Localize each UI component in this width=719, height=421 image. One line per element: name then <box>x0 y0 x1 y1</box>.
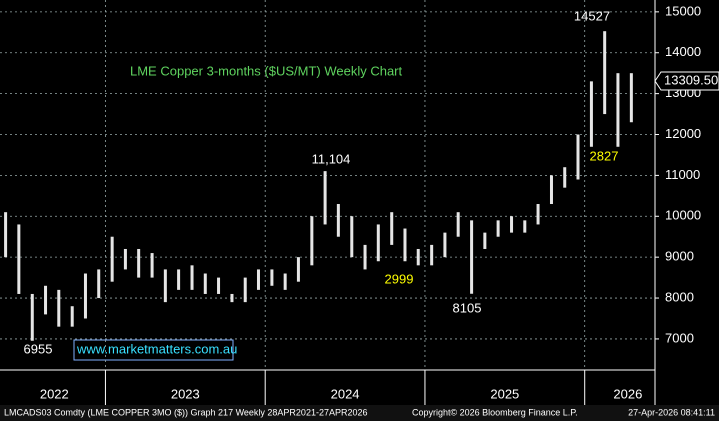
price-bar <box>390 212 394 245</box>
footer-copyright: Copyright© 2026 Bloomberg Finance L.P. <box>412 407 578 417</box>
price-bar <box>97 269 101 299</box>
last-price-marker <box>654 71 719 91</box>
x-tick-label: 2026 <box>613 386 642 401</box>
y-tick-label: 9000 <box>665 249 694 264</box>
y-tick-label: 10000 <box>665 208 701 223</box>
price-bar <box>536 204 540 225</box>
price-bar <box>243 277 247 303</box>
x-tick-label: 2022 <box>40 386 69 401</box>
price-bar <box>137 248 141 278</box>
price-bar <box>177 269 181 290</box>
price-bar <box>416 248 420 266</box>
price-bar <box>443 232 447 258</box>
y-tick-label: 12000 <box>665 126 701 141</box>
annotation: 14527 <box>574 8 610 23</box>
price-bar <box>589 81 593 147</box>
y-tick-label: 8000 <box>665 289 694 304</box>
price-bar <box>57 289 61 327</box>
footer-security: LMCADS03 Comdty (LME COPPER 3MO ($)) Gra… <box>4 407 368 417</box>
price-bar <box>456 212 460 237</box>
price-bar <box>30 293 34 341</box>
y-tick-label: 14000 <box>665 44 701 59</box>
x-tick-label: 2023 <box>171 386 200 401</box>
price-bar <box>323 171 327 225</box>
annotation: 8105 <box>453 300 482 315</box>
price-bar <box>310 216 314 266</box>
price-bar <box>230 293 234 303</box>
price-bar <box>430 244 434 266</box>
price-bar <box>603 31 607 115</box>
x-tick-label: 2024 <box>331 386 360 401</box>
price-bar <box>350 216 354 258</box>
price-bar <box>470 220 474 294</box>
annotation: 11,104 <box>312 151 351 166</box>
price-bar <box>483 232 487 249</box>
chart-title: LME Copper 3-months ($US/MT) Weekly Char… <box>130 63 403 78</box>
price-bar <box>123 248 127 270</box>
x-tick-label: 2025 <box>490 386 519 401</box>
price-bar <box>190 265 194 290</box>
website-box <box>73 339 234 361</box>
price-bar <box>163 269 167 303</box>
price-bar <box>256 269 260 290</box>
price-bar <box>203 273 207 294</box>
price-bar <box>217 277 221 294</box>
price-bar <box>110 236 114 282</box>
annotation: 6955 <box>24 341 53 356</box>
price-bar <box>296 257 300 282</box>
price-bar <box>629 73 633 123</box>
price-bar <box>4 212 8 258</box>
price-bar <box>403 228 407 262</box>
annotation: 2999 <box>385 271 414 286</box>
y-tick-label: 15000 <box>665 3 701 18</box>
price-bar <box>549 175 553 205</box>
price-bar <box>150 253 154 278</box>
price-bar <box>616 73 620 147</box>
price-bar <box>363 244 367 270</box>
price-bar <box>270 269 274 286</box>
last-price-label: 13309.50 <box>664 72 718 87</box>
price-bar <box>70 306 74 327</box>
y-tick-label: 7000 <box>665 330 694 345</box>
price-bar <box>563 167 567 188</box>
footer-band <box>0 405 719 421</box>
price-bar <box>576 134 580 180</box>
price-bar <box>336 204 340 237</box>
price-bar <box>496 220 500 237</box>
price-bar <box>283 273 287 290</box>
website: www.marketmatters.com.au <box>76 341 237 356</box>
y-tick-label: 11000 <box>665 167 700 182</box>
footer-timestamp: 27-Apr-2026 08:41:11 <box>628 407 715 417</box>
price-bar <box>523 220 527 233</box>
price-bar <box>17 224 21 294</box>
price-bar <box>510 216 514 233</box>
annotation: 2827 <box>590 148 619 163</box>
price-bar <box>83 273 87 319</box>
price-bar <box>44 285 48 315</box>
price-bar <box>376 224 380 262</box>
